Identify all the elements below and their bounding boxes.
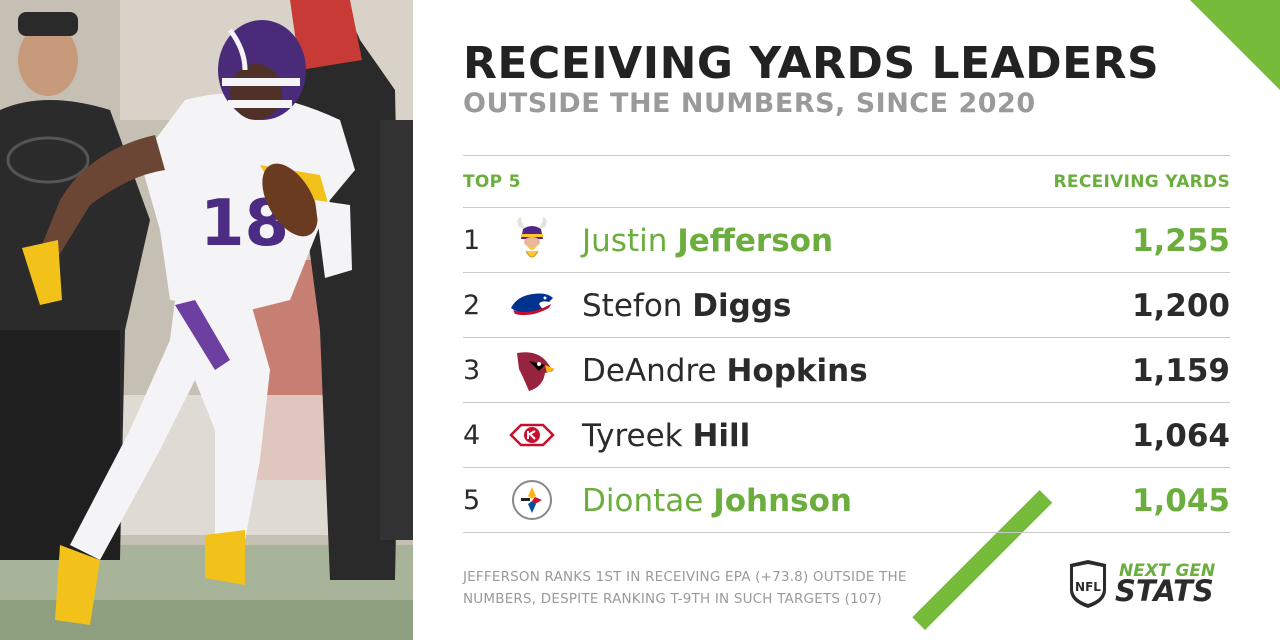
nfl-shield-icon: NFL — [1070, 560, 1106, 608]
page-title: RECEIVING YARDS LEADERS — [463, 38, 1160, 89]
player-last-name: Jefferson — [677, 223, 834, 259]
player-name: Tyreek Hill — [582, 418, 750, 454]
table-row: 1 Justin Jefferson 1,255 — [463, 209, 1230, 273]
yards-value: 1,200 — [1131, 288, 1230, 324]
rank-number: 2 — [463, 290, 481, 321]
table-row: 5 Diontae Johnson 1,045 — [463, 469, 1230, 533]
table-row-divider — [463, 337, 1230, 338]
yards-value: 1,064 — [1131, 418, 1230, 454]
brand-stats: STATS — [1115, 574, 1214, 608]
player-first-name: Tyreek — [582, 418, 683, 454]
player-last-name: Johnson — [713, 483, 852, 519]
chiefs-logo-icon — [509, 423, 555, 447]
rank-number: 3 — [463, 355, 481, 386]
player-name: Diontae Johnson — [582, 483, 852, 519]
table-row-divider — [463, 272, 1230, 273]
player-first-name: Stefon — [582, 288, 683, 324]
page-subtitle: OUTSIDE THE NUMBERS, SINCE 2020 — [463, 88, 1036, 119]
table-row: 4 Tyreek Hill 1,064 — [463, 404, 1230, 468]
player-name: Stefon Diggs — [582, 288, 792, 324]
brand-next-gen: NEXT GEN — [1119, 561, 1216, 581]
table-row-divider — [463, 467, 1230, 468]
player-last-name: Diggs — [692, 288, 792, 324]
vikings-logo-icon — [517, 217, 547, 258]
table-row: 2 Stefon Diggs 1,200 — [463, 274, 1230, 338]
yards-value: 1,045 — [1131, 483, 1230, 519]
yards-value: 1,159 — [1131, 353, 1230, 389]
column-header-rank: TOP 5 — [463, 172, 521, 192]
bills-logo-icon — [511, 293, 553, 316]
rank-number: 1 — [463, 225, 481, 256]
player-first-name: DeAndre — [582, 353, 717, 389]
player-name: Justin Jefferson — [582, 223, 833, 259]
player-first-name: Diontae — [582, 483, 704, 519]
player-last-name: Hill — [692, 418, 751, 454]
player-first-name: Justin — [582, 223, 668, 259]
player-last-name: Hopkins — [726, 353, 868, 389]
table-row-divider — [463, 402, 1230, 403]
yards-value: 1,255 — [1131, 223, 1230, 259]
player-photo: 18 — [0, 0, 413, 640]
footnote: JEFFERSON RANKS 1ST IN RECEIVING EPA (+7… — [463, 569, 907, 607]
steelers-logo-icon — [512, 480, 552, 520]
cardinals-logo-icon — [517, 352, 555, 391]
nfl-shield-text: NFL — [1075, 580, 1101, 594]
player-name: DeAndre Hopkins — [582, 353, 868, 389]
table-row: 3 DeAndre Hopkins 1,159 — [463, 339, 1230, 403]
rank-number: 5 — [463, 485, 481, 516]
column-header-yards: RECEIVING YARDS — [1053, 172, 1230, 192]
table-row-divider — [463, 207, 1230, 208]
rank-number: 4 — [463, 420, 481, 451]
header-divider — [463, 155, 1230, 156]
table-bottom-divider — [463, 532, 1230, 533]
